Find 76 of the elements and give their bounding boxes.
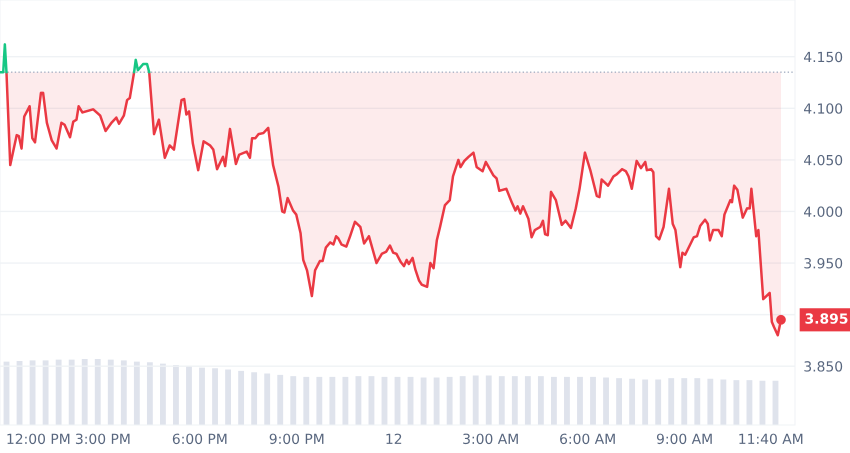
bar <box>199 368 205 425</box>
bar <box>94 359 101 425</box>
bar <box>186 366 192 425</box>
bar <box>720 379 726 425</box>
x-tick-label: 3:00 PM <box>76 434 130 444</box>
bar <box>225 370 232 425</box>
bar <box>316 376 322 425</box>
x-tick-label: 3:00 AM <box>463 434 518 444</box>
x-tick-label: 12 <box>386 434 402 444</box>
bar <box>550 376 557 425</box>
y-tick-label: 4.150 <box>804 52 842 62</box>
bar <box>486 376 492 425</box>
bar <box>382 376 388 425</box>
bar <box>108 360 114 425</box>
y-tick-label: 3.850 <box>804 361 842 372</box>
x-tick-label: 9:00 AM <box>656 434 712 444</box>
bar <box>4 362 10 425</box>
bar <box>394 376 400 425</box>
bar <box>146 362 153 425</box>
bar <box>238 370 244 425</box>
bar <box>616 378 622 425</box>
bar <box>42 360 49 425</box>
annotation: 3.895 <box>805 313 848 324</box>
bar <box>472 376 479 425</box>
bar <box>160 364 166 425</box>
bar <box>251 372 258 425</box>
bar <box>120 360 127 425</box>
bar <box>577 376 583 425</box>
bar <box>264 374 270 425</box>
bar <box>681 378 688 425</box>
bar <box>446 376 453 425</box>
bar <box>524 376 531 425</box>
bar <box>590 376 596 425</box>
bar <box>746 380 752 425</box>
bar <box>434 377 440 425</box>
bar <box>668 378 674 425</box>
bar <box>538 376 544 425</box>
y-tick-label: 4.000 <box>804 206 842 217</box>
bar <box>629 378 636 425</box>
bar <box>134 362 140 425</box>
x-tick-label: 9:00 PM <box>270 434 324 444</box>
bar <box>82 359 88 425</box>
y-tick-label: 4.050 <box>804 154 842 166</box>
bar <box>329 376 336 425</box>
bar <box>460 376 466 425</box>
bar <box>408 376 414 425</box>
bar <box>642 379 648 425</box>
bar <box>342 376 348 425</box>
bar <box>772 380 778 425</box>
bar <box>760 380 766 425</box>
bar <box>603 377 609 425</box>
x-tick-label: 12:00 PM <box>7 434 70 444</box>
bar <box>733 380 740 425</box>
bar <box>564 376 570 425</box>
bar <box>655 379 662 425</box>
bar <box>512 376 518 425</box>
bar <box>707 378 714 425</box>
bar <box>68 360 75 425</box>
bar <box>56 360 62 425</box>
bar <box>290 376 296 425</box>
bar <box>355 376 362 425</box>
bar <box>16 360 22 425</box>
x-tick-label: 6:00 PM <box>172 434 226 444</box>
bar <box>368 376 374 425</box>
bar <box>420 377 427 425</box>
bar <box>277 374 284 425</box>
bar <box>498 376 505 425</box>
y-tick-label: 4.100 <box>804 103 842 114</box>
bar <box>30 360 36 425</box>
bar <box>173 364 179 425</box>
x-tick-label: 6:00 AM <box>560 434 615 444</box>
bar <box>212 368 218 425</box>
y-tick-label: 3.950 <box>804 258 842 269</box>
x-tick-label: 11:40 AM <box>739 434 802 444</box>
bar <box>303 376 310 425</box>
bar <box>694 378 700 425</box>
